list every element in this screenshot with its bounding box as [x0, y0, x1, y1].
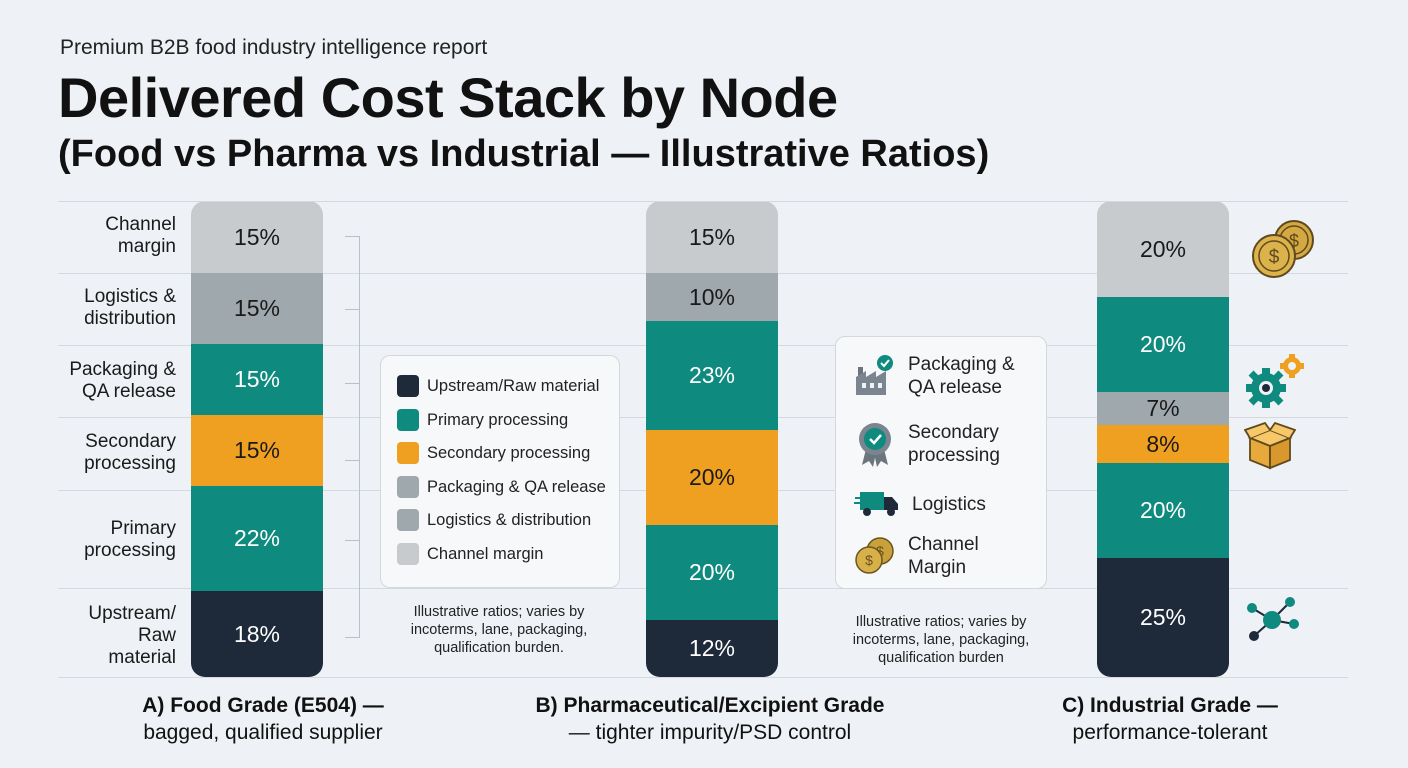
data-label: 15% — [233, 224, 281, 250]
data-label: 8% — [1146, 430, 1180, 457]
icon-legend-item: Secondary processing — [854, 421, 1000, 467]
bar-segment: 8% — [1097, 425, 1229, 463]
icon-legend: Packaging & QA release Secondary processin… — [835, 336, 1047, 589]
icon-legend-label: Channel — [908, 534, 979, 555]
stacked-bar-pharma-grade: 12% 20% 20% 23% 10% 15% — [646, 201, 778, 677]
bar-segment: 15% — [191, 415, 323, 486]
stacked-bar-industrial-grade: 25% 20% 8% 7% 20% 20% — [1097, 201, 1229, 677]
data-label: 12% — [688, 635, 736, 661]
note-illustrative-a: Illustrative ratios; varies by incoterms,… — [410, 604, 588, 656]
icon-legend-item: Packaging & QA release — [854, 353, 1015, 399]
legend-swatch — [397, 476, 419, 498]
row-label-secondary: Secondary processing — [84, 431, 176, 474]
icon-legend-label: processing — [908, 445, 1000, 466]
svg-text:$: $ — [876, 543, 884, 559]
network-nodes-icon — [1247, 597, 1299, 641]
bar-segment: 12% — [646, 620, 778, 677]
bar-segment: 15% — [191, 273, 323, 344]
legend-item: Secondary processing — [397, 442, 590, 464]
box-icon — [1244, 422, 1296, 470]
data-label: 15% — [233, 295, 281, 321]
coins-icon: $ $ — [1252, 220, 1314, 278]
factory-check-icon — [856, 355, 893, 395]
bracket-connector — [345, 236, 360, 638]
caption-pharma-grade: B) Pharmaceutical/Excipient Grade — tight… — [535, 694, 885, 744]
bar-segment: 7% — [1097, 392, 1229, 425]
data-label: 25% — [1139, 604, 1187, 630]
icon-legend-label: Margin — [908, 557, 967, 578]
bracket-tick — [345, 383, 359, 384]
report-supertitle: Premium B2B food industry intelligence r… — [60, 36, 488, 59]
bar-segment: 20% — [1097, 297, 1229, 392]
legend-item: Upstream/Raw material — [397, 375, 599, 397]
truck-icon — [854, 492, 898, 516]
bar-segment: 15% — [191, 344, 323, 415]
data-label: 23% — [688, 362, 736, 388]
bracket-tick — [345, 309, 359, 310]
bar-segment: 22% — [191, 486, 323, 591]
legend-swatch — [397, 409, 419, 431]
row-label-upstream: Upstream/Raw material — [88, 603, 176, 668]
row-label-logistics: Logistics & distribution — [84, 286, 176, 329]
caption-food-grade: A) Food Grade (E504) — bagged, qualified … — [142, 694, 384, 744]
row-label-primary: Primary processing — [84, 518, 176, 561]
data-label: 7% — [1146, 395, 1180, 421]
svg-text:$: $ — [1289, 231, 1299, 251]
bar-segment: 20% — [1097, 463, 1229, 558]
chart-title: Delivered Cost Stack by Node — [58, 66, 838, 129]
caption-industrial-grade: C) Industrial Grade — performance-toleran… — [1062, 694, 1278, 744]
legend-swatch — [397, 375, 419, 397]
legend-swatch — [397, 543, 419, 565]
bar-segment: 18% — [191, 591, 323, 677]
gears-icon — [1246, 354, 1304, 408]
gridline — [58, 201, 1348, 202]
data-label: 15% — [688, 224, 736, 250]
bar-segment: 20% — [646, 430, 778, 525]
legend-swatch — [397, 442, 419, 464]
data-label: 20% — [688, 559, 736, 585]
legend-item: Logistics & distribution — [397, 509, 591, 531]
stacked-bar-food-grade: 18% 22% 15% 15% 15% 15% — [191, 201, 323, 677]
bar-segment: 20% — [1097, 202, 1229, 297]
coins-icon: $ $ — [855, 537, 894, 574]
data-label: 15% — [233, 437, 281, 463]
icon-legend-label: Logistics — [912, 493, 986, 515]
bar-segment: 10% — [646, 273, 778, 321]
row-label-packaging: Packaging & QA release — [69, 359, 176, 402]
row-label-channel-margin: Channel margin — [105, 214, 176, 257]
gridline — [58, 677, 1348, 678]
data-label: 20% — [1139, 497, 1187, 523]
data-label: 18% — [233, 620, 281, 647]
icon-legend-label: Secondary — [908, 422, 999, 443]
data-label: 20% — [1139, 236, 1187, 262]
legend-swatch — [397, 509, 419, 531]
data-label: 15% — [233, 366, 281, 392]
data-label: 22% — [233, 525, 281, 551]
data-label: 20% — [1139, 331, 1187, 357]
data-label: 10% — [688, 283, 736, 310]
icon-legend-label: QA release — [908, 377, 1002, 398]
legend-item: Channel margin — [397, 543, 543, 565]
svg-text:$: $ — [865, 552, 873, 568]
bar-segment: 15% — [191, 202, 323, 273]
bar-segment: 23% — [646, 321, 778, 430]
legend-item: Primary processing — [397, 409, 568, 431]
data-label: 20% — [688, 464, 736, 490]
bracket-tick — [345, 460, 359, 461]
chart-subtitle: (Food vs Pharma vs Industrial — Illustra… — [58, 133, 990, 175]
bracket-tick — [345, 540, 359, 541]
icon-legend-label: Packaging & — [908, 354, 1015, 375]
bar-segment: 25% — [1097, 558, 1229, 677]
icon-legend-item: $ $ Channel Margin — [854, 533, 979, 579]
note-illustrative-b: Illustrative ratios; varies by incoterms,… — [852, 614, 1030, 666]
bar-segment: 20% — [646, 525, 778, 620]
bar-segment: 15% — [646, 202, 778, 273]
color-legend: Upstream/Raw material Primary processing… — [380, 355, 620, 588]
legend-item: Packaging & QA release — [397, 476, 606, 498]
icon-legend-item: Logistics — [854, 489, 986, 519]
svg-text:$: $ — [1269, 247, 1280, 268]
quality-badge-icon — [859, 423, 891, 467]
